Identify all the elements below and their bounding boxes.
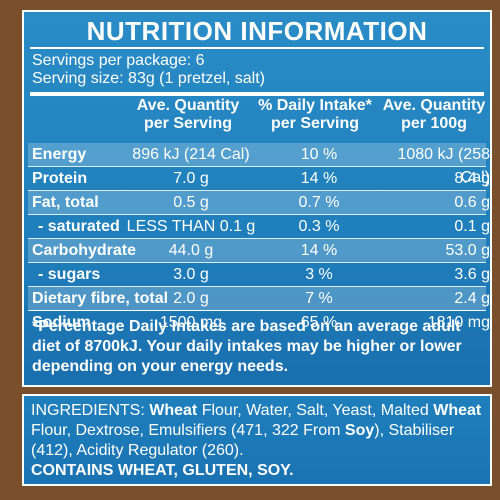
row-divider bbox=[28, 262, 486, 263]
column-header-per-serving: Ave. Quantity per Serving bbox=[136, 97, 240, 132]
nutrient-label: Fat, total bbox=[32, 194, 99, 211]
allergen-word: Soy bbox=[344, 422, 375, 439]
ingredients-text: INGREDIENTS: Wheat Flour, Water, Salt, Y… bbox=[31, 401, 483, 461]
nutrient-label: - saturated bbox=[38, 218, 120, 235]
table-row: Fat, total 0.5 g 0.7 % 0.6 g bbox=[28, 191, 490, 214]
per-100g-value: 53.0 g bbox=[445, 242, 490, 259]
header-divider bbox=[30, 92, 484, 96]
nutrition-table: Energy 896 kJ (214 Cal) 10 % 1080 kJ (258 C… bbox=[28, 143, 490, 334]
row-divider bbox=[28, 190, 486, 191]
table-row: - saturated LESS THAN 0.1 g 0.3 % 0.1 g bbox=[28, 215, 490, 238]
table-row: Sodium 1500 mg 65 % 1810 mg bbox=[28, 311, 490, 334]
per-100g-value: 8.4 g bbox=[454, 170, 490, 187]
per-serving-value: 0.5 g bbox=[173, 194, 209, 211]
nutrient-label: Energy bbox=[32, 146, 87, 163]
per-100g-value: 1080 kJ (258 Cal) bbox=[397, 146, 490, 186]
panel-title: NUTRITION INFORMATION bbox=[86, 16, 428, 46]
servings-per-package: Servings per package: 6 bbox=[32, 52, 205, 69]
allergen-word: Wheat bbox=[433, 402, 482, 419]
title-divider bbox=[30, 47, 484, 49]
footnote: *Percentage Daily Intakes are based on a… bbox=[32, 318, 462, 375]
nutrient-label: - sugars bbox=[38, 266, 101, 283]
table-row: Dietary fibre, total 2.0 g 7 % 2.4 g bbox=[28, 287, 490, 310]
ingredients-label: INGREDIENTS: bbox=[31, 402, 145, 419]
daily-intake-value: 65 % bbox=[300, 314, 338, 331]
table-row: Energy 896 kJ (214 Cal) 10 % 1080 kJ (258 C… bbox=[28, 143, 490, 186]
ingredient-text: ), Stabiliser (412), Acidity Regulator (… bbox=[31, 422, 455, 459]
table-row: - sugars 3.0 g 3 % 3.6 g bbox=[28, 263, 490, 286]
daily-intake-value: 0.7 % bbox=[298, 194, 340, 211]
per-100g-value: 3.6 g bbox=[454, 266, 490, 283]
daily-intake-value: 0.3 % bbox=[298, 218, 340, 235]
per-100g-value: 1810 mg bbox=[427, 314, 490, 331]
column-header-per-100g: Ave. Quantity per 100g bbox=[382, 97, 486, 132]
row-divider bbox=[28, 286, 486, 287]
ingredients-panel: INGREDIENTS: Wheat Flour, Water, Salt, Y… bbox=[22, 394, 492, 486]
daily-intake-value: 10 % bbox=[300, 146, 338, 163]
serving-size: Serving size: 83g (1 pretzel, salt) bbox=[32, 70, 265, 87]
column-header-daily-intake: % Daily Intake* per Serving bbox=[258, 97, 372, 132]
table-bottom-divider bbox=[30, 310, 484, 311]
table-row: Carbohydrate 44.0 g 14 % 53.0 g bbox=[28, 239, 490, 262]
per-100g-value: 2.4 g bbox=[454, 290, 490, 307]
per-serving-value: 7.0 g bbox=[173, 170, 209, 187]
allergen-statement: CONTAINS WHEAT, GLUTEN, SOY. bbox=[31, 462, 294, 479]
ingredient-text: Flour, Dextrose, Emulsifiers (471, 322 F… bbox=[31, 422, 345, 439]
ingredient-text: Flour, Water, Salt, Yeast, Malted bbox=[197, 402, 434, 419]
per-100g-value: 0.1 g bbox=[454, 218, 490, 235]
daily-intake-value: 7 % bbox=[305, 290, 333, 307]
per-100g-value: 0.6 g bbox=[454, 194, 490, 211]
daily-intake-value: 3 % bbox=[305, 266, 333, 283]
row-divider bbox=[28, 214, 486, 215]
row-divider bbox=[28, 166, 486, 167]
daily-intake-value: 14 % bbox=[300, 242, 338, 259]
per-serving-value: 896 kJ (214 Cal) bbox=[132, 146, 250, 163]
row-divider bbox=[28, 238, 486, 239]
per-serving-value: 2.0 g bbox=[173, 290, 209, 307]
per-serving-value: 3.0 g bbox=[173, 266, 209, 283]
nutrition-panel: NUTRITION INFORMATION Servings per packa… bbox=[22, 10, 492, 387]
nutrient-label: Protein bbox=[32, 170, 88, 187]
nutrient-label: Sodium bbox=[32, 314, 91, 331]
nutrient-label: Dietary fibre, total bbox=[32, 290, 169, 307]
table-row: Protein 7.0 g 14 % 8.4 g bbox=[28, 167, 490, 190]
daily-intake-value: 14 % bbox=[300, 170, 338, 187]
nutrient-label: Carbohydrate bbox=[32, 242, 137, 259]
per-serving-value: LESS THAN 0.1 g bbox=[126, 218, 256, 235]
per-serving-value: 44.0 g bbox=[168, 242, 214, 259]
allergen-word: Wheat bbox=[149, 402, 198, 419]
per-serving-value: 1500 mg bbox=[159, 314, 223, 331]
